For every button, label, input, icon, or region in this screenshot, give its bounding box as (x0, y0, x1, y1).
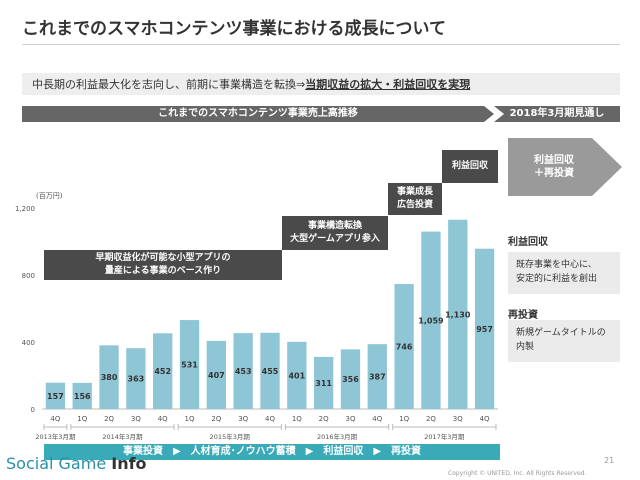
bar-value-label: 531 (181, 361, 198, 370)
annotation-base-building-line1: 早期収益化が可能な小型アプリの (95, 253, 231, 263)
bar-value-label: 455 (262, 367, 279, 376)
side-heading-profit: 利益回収 (508, 237, 548, 248)
bar (206, 340, 227, 409)
x-tick-label: 1Q (292, 415, 302, 423)
bar (126, 348, 146, 409)
annotation-growth: 事業成長 広告投資 (388, 183, 442, 215)
fiscal-year-label: 2016年3月期 (317, 432, 358, 441)
bar (367, 344, 387, 409)
page-number: 21 (604, 456, 615, 465)
subtitle-prefix: 中長期の利益最大化を志向し、前期に事業構造を転換⇒ (32, 78, 306, 91)
x-tick-label: 4Q (158, 415, 168, 423)
annotation-profit-recovery: 利益回収 (442, 150, 498, 183)
subtitle-box (22, 73, 620, 95)
copyright: Copyright © UNITED, Inc. All Rights Rese… (448, 470, 587, 477)
bar (340, 349, 361, 409)
annotation-base-building-line2: 量産による事業のベース作り (104, 266, 222, 276)
fiscal-year-label: 2015年3月期 (210, 432, 251, 441)
bar-value-label: 1,059 (418, 316, 444, 325)
annotation-base-building: 早期収益化が可能な小型アプリの 量産による事業のベース作り (44, 250, 282, 280)
subtitle: 中長期の利益最大化を志向し、前期に事業構造を転換⇒当期収益の拡大・利益回収を実現 (32, 76, 470, 92)
annotation-structure-shift-line1: 事業構造転換 (307, 221, 362, 231)
y-tick-label: 800 (22, 272, 35, 280)
fiscal-year-label: 2017年3月期 (424, 432, 465, 441)
side-box-profit: 既存事業を中心に、 安定的に利益を創出 (508, 252, 620, 294)
bar-value-label: 311 (315, 379, 332, 388)
side-box-profit-line2: 安定的に利益を創出 (516, 274, 598, 284)
bar-value-label: 1,130 (445, 310, 471, 319)
x-tick-label: 4Q (265, 415, 275, 423)
bar (313, 356, 334, 409)
x-tick-label: 1Q (77, 415, 87, 423)
bar-value-label: 407 (208, 371, 225, 380)
x-tick-label: 2Q (211, 415, 221, 423)
x-tick-label: 1Q (185, 415, 195, 423)
bar (287, 341, 307, 409)
chart-bars (45, 219, 495, 409)
logo-suffix: Info (111, 454, 147, 473)
bar (153, 333, 173, 409)
side-box-reinvest: 新規ゲームタイトルの 内製 (508, 320, 620, 362)
slide-title: これまでのスマホコンテンツ事業における成長について (22, 19, 446, 39)
bar (421, 231, 441, 409)
x-tick-label: 3Q (131, 415, 141, 423)
side-box-reinvest-line2: 内製 (516, 342, 535, 352)
bar (394, 284, 414, 409)
side-box-reinvest-line1: 新規ゲームタイトルの (516, 328, 606, 338)
x-tick-label: 3Q (238, 415, 248, 423)
x-tick-label: 2Q (104, 415, 114, 423)
x-tick-label: 3Q (453, 415, 463, 423)
logo-prefix: Social Game (6, 454, 112, 473)
bar-value-label: 356 (342, 375, 359, 384)
annotation-growth-line1: 事業成長 (396, 187, 433, 197)
bar (99, 345, 119, 409)
fiscal-year-label: 2014年3月期 (102, 432, 143, 441)
bar (474, 248, 495, 409)
x-tick-label: 4Q (50, 415, 60, 423)
annotation-growth-line2: 広告投資 (396, 200, 433, 210)
bar-value-label: 380 (101, 373, 118, 382)
bar (260, 332, 280, 409)
x-tick-label: 1Q (399, 415, 409, 423)
side-heading-reinvest: 再投資 (508, 310, 538, 321)
y-tick-label: 0 (31, 406, 35, 414)
forecast-arrow-line1: 利益回収 (534, 155, 574, 166)
chart-labels: 157 156 380 363 452 531 407 453 455 401 311 356 387 7… (47, 310, 493, 401)
banner-sales-history: これまでのスマホコンテンツ事業売上高推移 (22, 106, 494, 122)
x-tick-label: 3Q (345, 415, 355, 423)
bar-value-label: 157 (47, 392, 64, 401)
bar-value-label: 387 (369, 373, 386, 382)
x-tick-label: 4Q (372, 415, 382, 423)
annotation-structure-shift: 事業構造転換 大型ゲームアプリ参入 (282, 216, 388, 250)
bar-value-label: 156 (74, 392, 91, 401)
site-logo: Social Game Info (6, 454, 147, 473)
bar-value-label: 453 (235, 367, 252, 376)
bar-value-label: 363 (128, 375, 145, 384)
banner-forecast: 2018年3月期見通し (494, 106, 620, 122)
bar-value-label: 957 (476, 325, 493, 334)
y-tick-label: 1,200 (15, 205, 35, 213)
fiscal-year-label: 2013年3月期 (35, 432, 76, 441)
side-box-profit-line1: 既存事業を中心に、 (516, 260, 597, 270)
investment-cycle-bar: 事業投資 ▶ 人材育成･ノウハウ蓄積 ▶ 利益回収 ▶ 再投資 (44, 444, 500, 460)
bar (45, 382, 66, 409)
bar (448, 219, 468, 409)
forecast-arrow-line2: ＋再投資 (534, 168, 574, 179)
y-tick-label: 400 (22, 339, 35, 347)
x-tick-label: 4Q (480, 415, 490, 423)
x-tick-label: 2Q (319, 415, 329, 423)
title-divider (22, 44, 620, 45)
bar-value-label: 452 (154, 367, 171, 376)
bar (233, 333, 253, 409)
y-axis-unit-label: (百万円) (36, 192, 63, 200)
bar-value-label: 401 (288, 371, 305, 380)
subtitle-emphasis: 当期収益の拡大・利益回収を実現 (305, 78, 471, 91)
bar (72, 382, 92, 409)
x-tick-label: 2Q (426, 415, 436, 423)
annotation-structure-shift-line2: 大型ゲームアプリ参入 (290, 234, 380, 244)
bar-value-label: 746 (396, 343, 413, 352)
bar (179, 320, 200, 409)
